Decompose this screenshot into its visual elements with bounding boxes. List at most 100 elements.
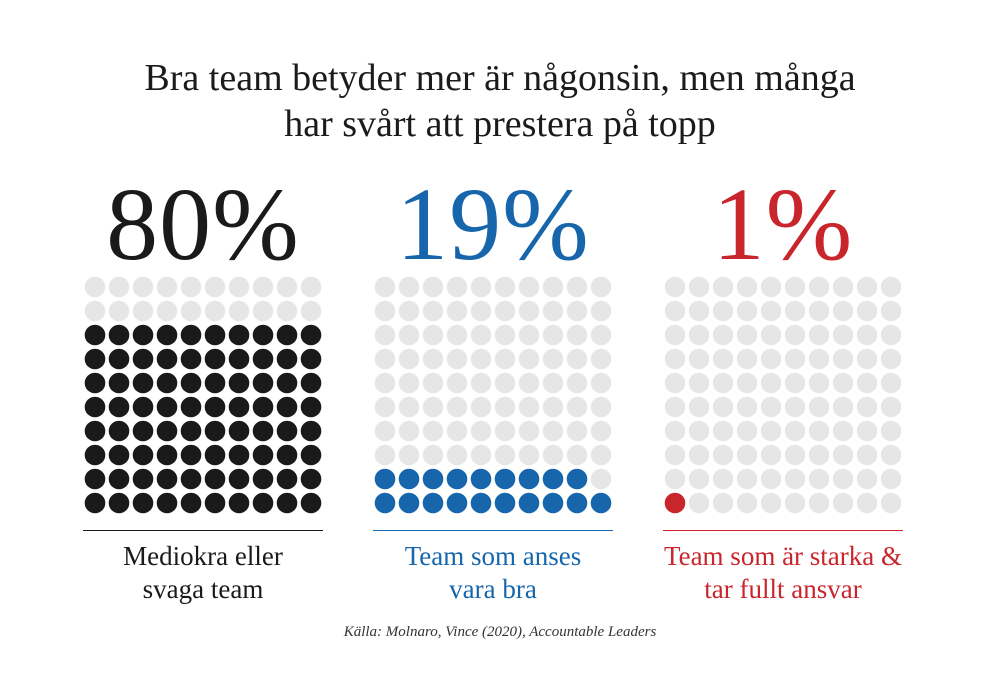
waffle-dot-empty — [760, 372, 782, 394]
waffle-dot-filled — [204, 324, 226, 346]
waffle-dot-empty — [856, 348, 878, 370]
waffle-dot-empty — [832, 420, 854, 442]
waffle-dot-filled — [132, 324, 154, 346]
waffle-dot-empty — [566, 324, 588, 346]
waffle-dot-filled — [374, 468, 396, 490]
waffle-dot-empty — [422, 372, 444, 394]
waffle-dot-empty — [542, 324, 564, 346]
waffle-dot-filled — [108, 348, 130, 370]
chart-title: Bra team betyder mer är någonsin, men må… — [0, 55, 1000, 147]
waffle-dot-filled — [84, 396, 106, 418]
waffle-dot-filled — [300, 324, 322, 346]
waffle-dot-empty — [494, 348, 516, 370]
waffle-dot-empty — [446, 324, 468, 346]
waffle-dot-empty — [108, 276, 130, 298]
waffle-dot-filled — [156, 444, 178, 466]
waffle-dot-filled — [180, 348, 202, 370]
waffle-dot-empty — [398, 276, 420, 298]
waffle-dot-empty — [494, 300, 516, 322]
waffle-dot-empty — [276, 276, 298, 298]
waffle-dot-empty — [422, 348, 444, 370]
waffle-dot-filled — [374, 492, 396, 514]
waffle-dot-empty — [856, 420, 878, 442]
waffle-dot-empty — [880, 372, 902, 394]
waffle-dot-filled — [566, 468, 588, 490]
waffle-dot-filled — [204, 468, 226, 490]
waffle-dot-empty — [398, 444, 420, 466]
waffle-dot-empty — [494, 276, 516, 298]
waffle-dot-empty — [422, 396, 444, 418]
percent-label-80: 80% — [106, 167, 300, 282]
waffle-dot-empty — [446, 444, 468, 466]
waffle-dot-empty — [542, 276, 564, 298]
waffle-dot-filled — [84, 324, 106, 346]
waffle-dot-empty — [590, 396, 612, 418]
waffle-dot-filled — [252, 420, 274, 442]
waffle-dot-filled — [422, 468, 444, 490]
waffle-dot-filled — [84, 348, 106, 370]
waffle-dot-empty — [832, 396, 854, 418]
waffle-dot-empty — [84, 276, 106, 298]
waffle-dot-empty — [446, 300, 468, 322]
waffle-grid-19 — [374, 276, 612, 514]
waffle-dot-empty — [494, 324, 516, 346]
waffle-dot-empty — [784, 372, 806, 394]
waffle-dot-filled — [300, 396, 322, 418]
waffle-dot-empty — [132, 276, 154, 298]
waffle-dot-empty — [252, 276, 274, 298]
waffle-dot-filled — [228, 348, 250, 370]
waffle-dot-filled — [252, 492, 274, 514]
waffle-dot-empty — [566, 276, 588, 298]
waffle-dot-empty — [590, 276, 612, 298]
waffle-dot-empty — [494, 420, 516, 442]
waffle-dot-empty — [880, 276, 902, 298]
waffle-dot-empty — [132, 300, 154, 322]
waffle-dot-filled — [84, 492, 106, 514]
waffle-dot-filled — [518, 492, 540, 514]
waffle-dot-filled — [108, 372, 130, 394]
waffle-dot-empty — [398, 348, 420, 370]
waffle-dot-empty — [832, 492, 854, 514]
waffle-dot-filled — [180, 468, 202, 490]
waffle-dot-empty — [784, 348, 806, 370]
waffle-dot-empty — [808, 468, 830, 490]
waffle-dot-empty — [760, 348, 782, 370]
label-line-2: svaga team — [142, 574, 264, 604]
waffle-dot-empty — [784, 276, 806, 298]
waffle-dot-empty — [880, 444, 902, 466]
waffle-dot-filled — [108, 324, 130, 346]
waffle-dot-empty — [470, 444, 492, 466]
waffle-dot-filled — [156, 492, 178, 514]
waffle-dot-empty — [736, 348, 758, 370]
divider-line — [83, 530, 323, 531]
waffle-dot-empty — [374, 420, 396, 442]
waffle-dot-empty — [688, 300, 710, 322]
waffle-dot-filled — [228, 396, 250, 418]
waffle-dot-filled — [228, 324, 250, 346]
waffle-dot-filled — [252, 348, 274, 370]
waffle-dot-empty — [156, 276, 178, 298]
waffle-dot-filled — [84, 468, 106, 490]
waffle-dot-filled — [494, 492, 516, 514]
label-line-2: tar fullt ansvar — [704, 574, 862, 604]
waffle-dot-filled — [422, 492, 444, 514]
waffle-dot-filled — [252, 444, 274, 466]
panel-good-teams: 19% Team som anses vara bra — [373, 165, 613, 615]
waffle-dot-empty — [470, 372, 492, 394]
waffle-dot-filled — [276, 396, 298, 418]
waffle-dot-filled — [276, 444, 298, 466]
waffle-dot-filled — [542, 492, 564, 514]
waffle-dot-empty — [784, 300, 806, 322]
waffle-dot-empty — [808, 300, 830, 322]
waffle-dot-empty — [542, 300, 564, 322]
waffle-dot-filled — [542, 468, 564, 490]
waffle-dot-filled — [84, 372, 106, 394]
waffle-dot-empty — [784, 420, 806, 442]
waffle-dot-empty — [736, 372, 758, 394]
waffle-dot-empty — [832, 300, 854, 322]
waffle-dot-empty — [880, 420, 902, 442]
waffle-dot-empty — [542, 372, 564, 394]
category-label-mediocre: Mediokra eller svaga team — [73, 540, 333, 606]
waffle-dot-empty — [808, 492, 830, 514]
waffle-dot-filled — [590, 492, 612, 514]
